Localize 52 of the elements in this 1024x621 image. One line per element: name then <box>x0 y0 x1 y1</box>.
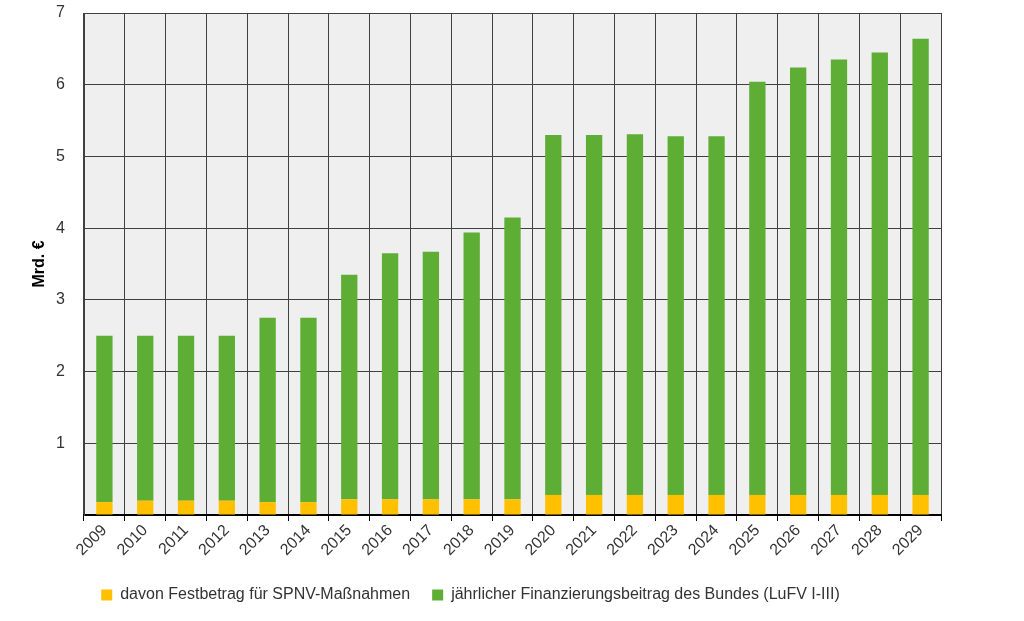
bar <box>749 81 766 495</box>
bar <box>871 52 888 495</box>
bar <box>912 494 929 515</box>
bar <box>504 217 521 500</box>
bar <box>259 317 276 503</box>
bar <box>300 317 317 503</box>
bar <box>708 494 725 515</box>
bar <box>218 335 235 501</box>
bar <box>830 494 848 515</box>
bar <box>545 134 562 495</box>
legend-label: jährlicher Finanzierungsbeitrag des Bundes (LuFV I-III) <box>450 585 840 603</box>
y-tick-label: 7 <box>56 3 66 21</box>
bar <box>790 494 807 515</box>
bar <box>626 494 644 515</box>
bar <box>667 494 684 515</box>
bar <box>667 136 684 495</box>
bar <box>381 253 399 500</box>
bar <box>422 499 440 515</box>
y-tick-label: 4 <box>56 218 66 236</box>
bar <box>381 499 399 515</box>
bar <box>912 38 929 495</box>
y-tick-label: 3 <box>56 290 66 308</box>
bar <box>300 502 317 515</box>
bar <box>177 335 195 501</box>
bar <box>96 502 113 515</box>
y-tick-label: 5 <box>56 146 66 164</box>
y-tick-label: 6 <box>56 75 66 93</box>
bar <box>749 494 766 515</box>
bar <box>96 335 113 503</box>
bar <box>790 67 807 495</box>
bar <box>463 232 480 500</box>
bar <box>341 274 358 500</box>
bar <box>341 499 358 515</box>
bar <box>871 494 888 515</box>
bar <box>259 502 276 515</box>
bar <box>137 335 154 501</box>
bar <box>545 494 562 515</box>
bar <box>504 499 521 515</box>
bar <box>585 494 603 515</box>
bar <box>218 500 235 515</box>
bar <box>830 59 848 495</box>
bar <box>626 134 644 495</box>
bar <box>137 500 154 515</box>
y-tick-label: 1 <box>56 433 66 451</box>
bar <box>585 134 603 495</box>
bar <box>177 500 195 515</box>
bar <box>463 499 480 515</box>
bar <box>708 136 725 495</box>
y-tick-label: 2 <box>56 361 66 379</box>
bar <box>422 251 440 500</box>
y-axis-title: Mrd. € <box>30 240 48 288</box>
legend-label: davon Festbetrag für SPNV-Maßnahmen <box>120 585 411 603</box>
